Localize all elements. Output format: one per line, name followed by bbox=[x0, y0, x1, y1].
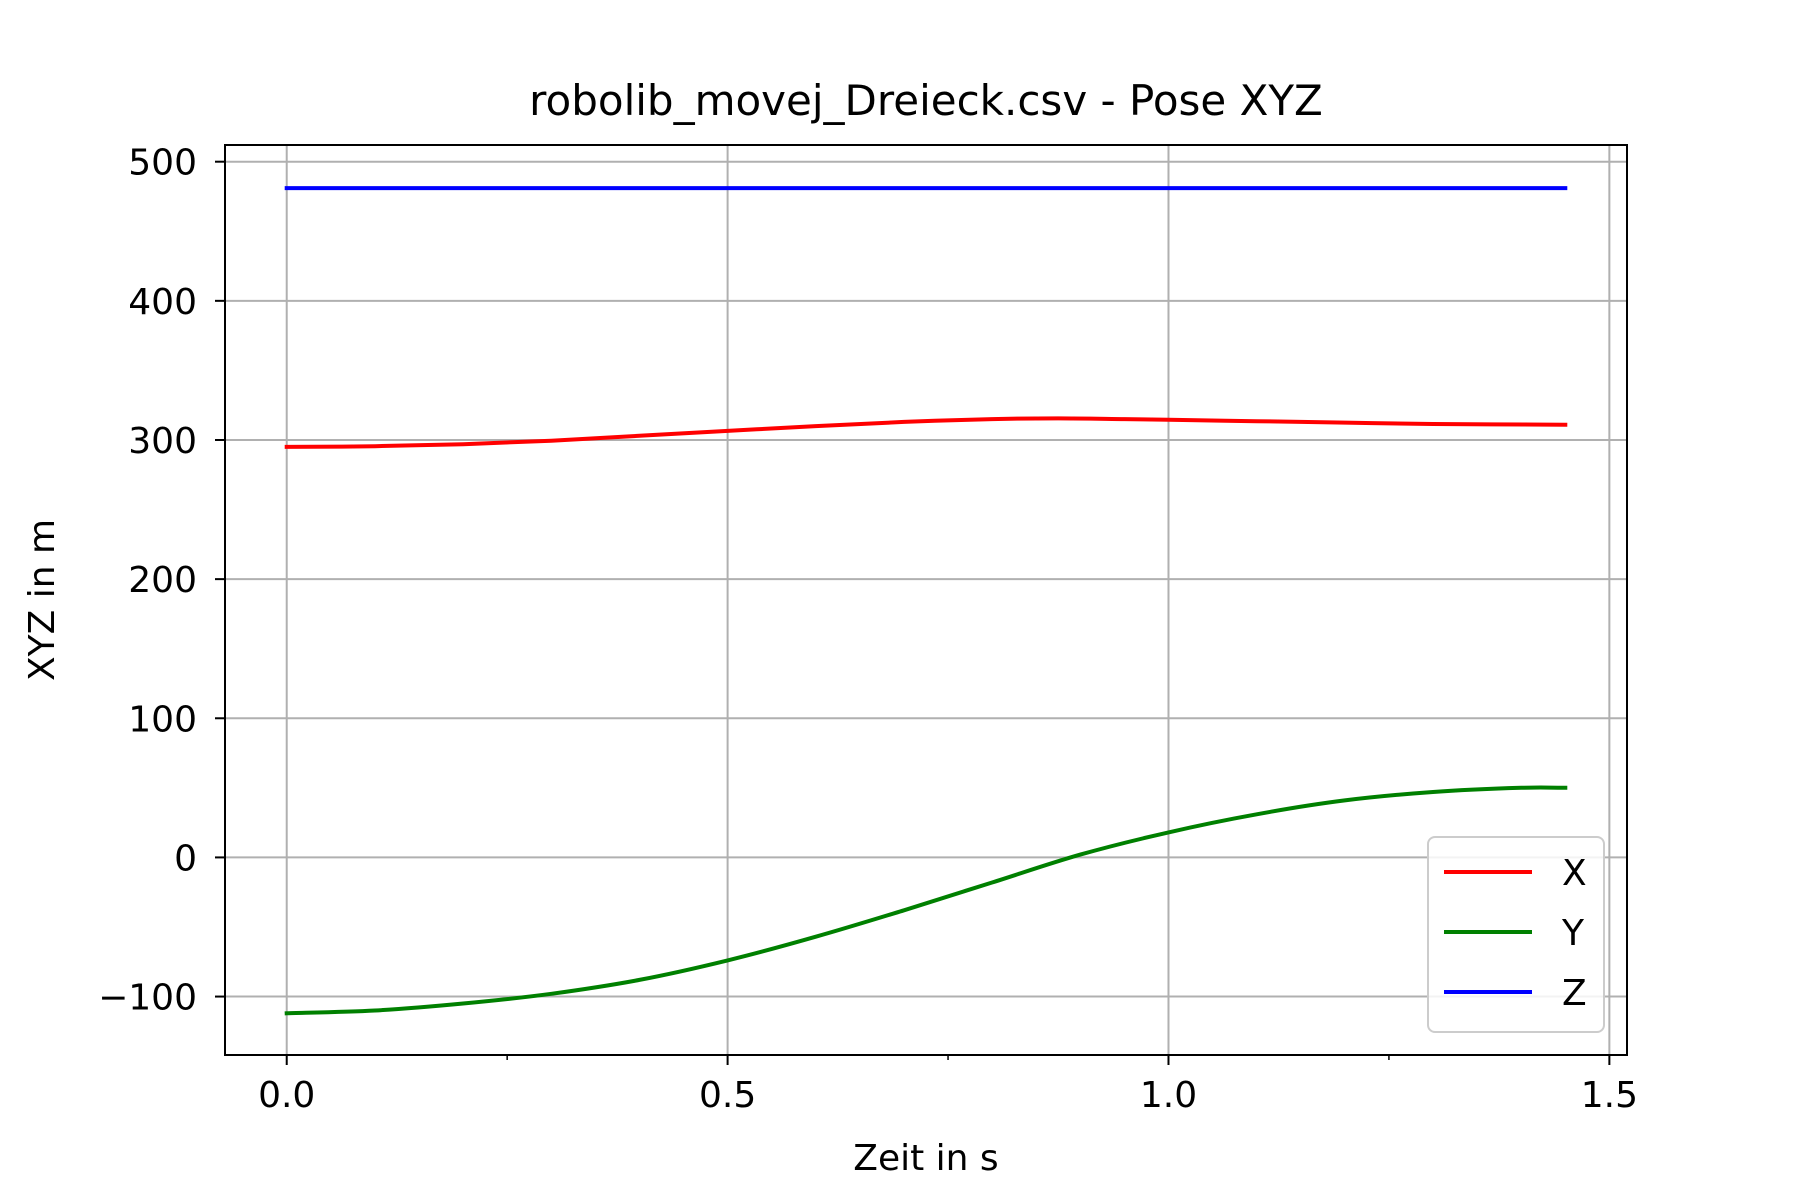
plot-area-background bbox=[225, 145, 1627, 1055]
x-tick-label: 0.5 bbox=[699, 1075, 756, 1116]
series-line-y bbox=[284, 785, 1568, 1016]
axis-ticks: 0.0 0.5 1.0 1.5 −100 0 100 200 300 400 500 bbox=[98, 143, 1638, 1116]
y-tick-label: 100 bbox=[128, 699, 197, 740]
legend: XYZ bbox=[1427, 836, 1605, 1033]
x-tick-label: 1.0 bbox=[1140, 1075, 1197, 1116]
y-tick-label: 0 bbox=[174, 838, 197, 879]
legend-label-y: Y bbox=[1561, 913, 1585, 954]
series-layer bbox=[284, 186, 1568, 1016]
y-tick-label: 200 bbox=[128, 560, 197, 601]
x-tick-label: 1.5 bbox=[1581, 1075, 1638, 1116]
chart-title: robolib_movej_Dreieck.csv - Pose XYZ bbox=[529, 76, 1323, 125]
y-tick-label: 400 bbox=[128, 282, 197, 323]
x-tick-label: 0.0 bbox=[258, 1075, 315, 1116]
y-axis-label: XYZ in m bbox=[22, 519, 63, 681]
legend-box bbox=[1427, 836, 1605, 1033]
x-axis-label: Zeit in s bbox=[853, 1138, 998, 1179]
plot-area-frame bbox=[224, 144, 1628, 1056]
series-line-x bbox=[284, 416, 1568, 449]
y-tick-label: 300 bbox=[128, 421, 197, 462]
legend-label-z: Z bbox=[1562, 973, 1587, 1014]
legend-label-x: X bbox=[1562, 853, 1587, 894]
grid-lines bbox=[225, 145, 1627, 1055]
y-tick-label: −100 bbox=[98, 978, 197, 1019]
y-tick-label: 500 bbox=[128, 143, 197, 184]
